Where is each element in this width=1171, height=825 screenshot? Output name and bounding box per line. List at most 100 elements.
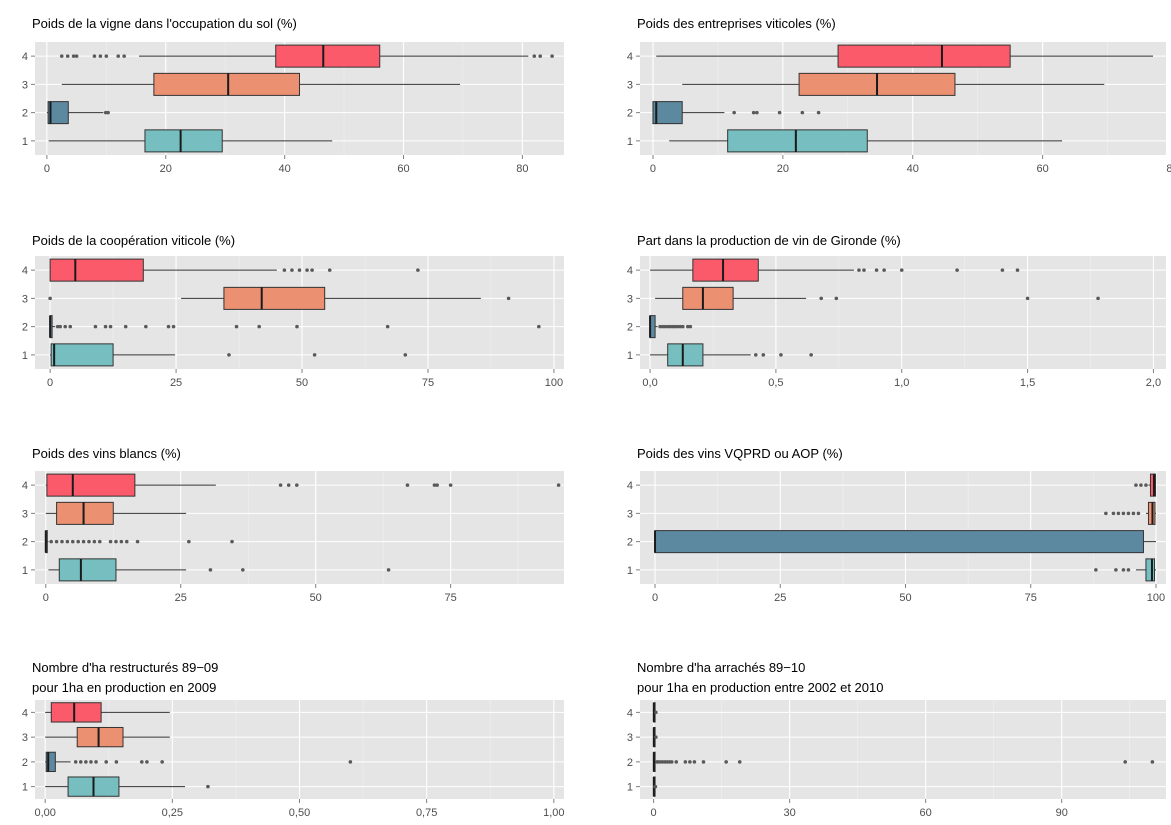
outlier-point bbox=[556, 483, 561, 487]
outlier-point bbox=[416, 268, 420, 272]
y-tick-label: 4 bbox=[22, 265, 28, 277]
box-group-2 bbox=[654, 530, 1156, 554]
box-iqr bbox=[46, 473, 136, 497]
chart-panel-4: Part dans la production de vin de Girond… bbox=[627, 233, 1166, 389]
outlier-point bbox=[1094, 568, 1098, 572]
box-iqr bbox=[837, 44, 1011, 68]
outlier-point bbox=[1126, 568, 1131, 572]
outlier-point bbox=[674, 760, 679, 764]
chart-panel-7: Nombre d'ha restructurés 89−09 pour 1ha e… bbox=[22, 660, 565, 819]
chart-title: Nombre d'ha restructurés 89−09 bbox=[32, 660, 218, 675]
outlier-point bbox=[94, 760, 98, 764]
outlier-point bbox=[1126, 511, 1131, 516]
outlier-point bbox=[751, 110, 756, 115]
box-iqr bbox=[727, 129, 868, 153]
x-tick-label: 80 bbox=[516, 163, 528, 175]
outlier-point bbox=[78, 760, 83, 764]
outlier-point bbox=[97, 539, 102, 544]
box-iqr bbox=[667, 343, 704, 367]
x-tick-label: 50 bbox=[310, 592, 322, 604]
box-group-3 bbox=[61, 72, 460, 96]
outlier-point bbox=[135, 539, 140, 544]
box-iqr bbox=[47, 101, 69, 125]
y-tick-label: 3 bbox=[627, 508, 633, 520]
outlier-point bbox=[675, 324, 680, 329]
box-group-3 bbox=[682, 72, 1105, 96]
y-tick-label: 2 bbox=[627, 322, 633, 334]
y-tick-label: 4 bbox=[22, 480, 28, 492]
outlier-point bbox=[312, 353, 317, 357]
outlier-point bbox=[660, 324, 665, 329]
outlier-point bbox=[688, 324, 693, 329]
outlier-point bbox=[55, 324, 60, 329]
outlier-point bbox=[448, 483, 453, 487]
outlier-point bbox=[809, 353, 813, 357]
outlier-point bbox=[1123, 760, 1127, 764]
outlier-point bbox=[103, 324, 108, 329]
x-tick-label: 80 bbox=[1166, 163, 1171, 175]
outlier-point bbox=[74, 54, 79, 58]
outlier-point bbox=[686, 324, 690, 329]
outlier-point bbox=[1136, 511, 1141, 516]
box-group-1 bbox=[652, 776, 658, 797]
outlier-point bbox=[92, 54, 97, 58]
chart-title: pour 1ha en production entre 2002 et 201… bbox=[637, 680, 883, 695]
x-tick-label: 1,00 bbox=[543, 807, 564, 819]
outlier-point bbox=[668, 324, 673, 329]
outlier-point bbox=[834, 296, 839, 301]
outlier-point bbox=[140, 760, 144, 764]
y-tick-label: 4 bbox=[627, 707, 633, 719]
x-tick-label: 25 bbox=[170, 377, 182, 389]
outlier-point bbox=[432, 483, 437, 487]
outlier-point bbox=[108, 539, 113, 544]
chart-panel-8: Nombre d'ha arrachés 89−10 pour 1ha en pr… bbox=[627, 660, 1166, 819]
chart-panel-5: Poids des vins blancs (%) 0 25 50 75 1 2 3 4 bbox=[22, 446, 564, 604]
box-group-2 bbox=[652, 751, 1155, 773]
outlier-point bbox=[654, 710, 658, 715]
y-tick-label: 1 bbox=[627, 782, 633, 794]
outlier-point bbox=[230, 539, 234, 544]
outlier-point bbox=[1144, 483, 1148, 487]
box-iqr bbox=[144, 129, 223, 153]
y-tick-label: 2 bbox=[627, 757, 633, 769]
outlier-point bbox=[106, 110, 110, 115]
outlier-point bbox=[206, 784, 210, 789]
y-tick-label: 1 bbox=[627, 350, 633, 362]
x-tick-label: 50 bbox=[296, 377, 308, 389]
outlier-point bbox=[955, 268, 959, 272]
outlier-point bbox=[87, 539, 91, 544]
outlier-point bbox=[800, 110, 805, 115]
box-group-4 bbox=[652, 702, 658, 723]
chart-panel-6: Poids des vins VQPRD ou AOP (%) 0 25 50 75 10… bbox=[627, 446, 1166, 604]
outlier-point bbox=[1015, 268, 1020, 272]
box-iqr bbox=[50, 343, 114, 367]
outlier-point bbox=[310, 268, 314, 272]
outlier-point bbox=[286, 483, 291, 487]
outlier-point bbox=[1025, 296, 1030, 301]
box-iqr bbox=[652, 101, 683, 125]
chart-panel-1: Poids de la vigne dans l'occupation du s… bbox=[22, 16, 564, 175]
outlier-point bbox=[108, 324, 113, 329]
outlier-point bbox=[680, 324, 685, 329]
box-group-3 bbox=[652, 726, 658, 748]
outlier-point bbox=[104, 54, 109, 58]
outlier-point bbox=[160, 760, 164, 764]
outlier-point bbox=[537, 324, 541, 329]
x-tick-label: 0 bbox=[44, 163, 50, 175]
outlier-point bbox=[1111, 511, 1116, 516]
outlier-point bbox=[874, 268, 879, 272]
outlier-point bbox=[327, 268, 332, 272]
outlier-point bbox=[68, 324, 73, 329]
chart-panel-3: Poids de la coopération viticole (%) 0 25 5… bbox=[22, 233, 564, 389]
y-tick-label: 2 bbox=[627, 108, 633, 120]
box-iqr bbox=[58, 558, 117, 582]
y-tick-label: 1 bbox=[22, 136, 28, 148]
outlier-point bbox=[737, 760, 742, 764]
outlier-point bbox=[882, 268, 886, 272]
outlier-point bbox=[658, 324, 662, 329]
box-group-4 bbox=[59, 44, 554, 68]
outlier-point bbox=[227, 353, 231, 357]
outlier-point bbox=[171, 324, 176, 329]
box-iqr bbox=[153, 72, 300, 96]
y-tick-label: 3 bbox=[22, 732, 28, 744]
